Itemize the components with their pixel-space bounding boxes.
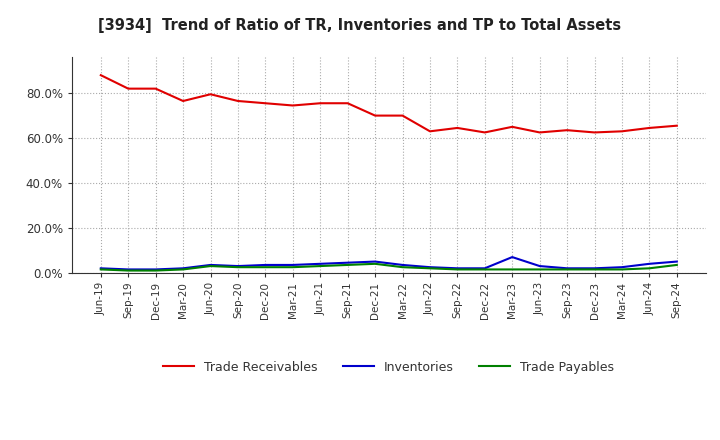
Trade Payables bbox=[672, 262, 681, 268]
Inventories bbox=[453, 266, 462, 271]
Inventories bbox=[645, 261, 654, 267]
Trade Payables bbox=[563, 267, 572, 272]
Trade Receivables bbox=[96, 73, 105, 78]
Inventories bbox=[426, 264, 434, 270]
Trade Receivables bbox=[645, 125, 654, 131]
Trade Payables bbox=[536, 267, 544, 272]
Trade Receivables bbox=[371, 113, 379, 118]
Trade Receivables bbox=[590, 130, 599, 135]
Trade Receivables bbox=[398, 113, 407, 118]
Trade Payables bbox=[508, 267, 516, 272]
Trade Receivables bbox=[618, 128, 626, 134]
Trade Receivables bbox=[206, 92, 215, 97]
Trade Payables bbox=[151, 268, 160, 273]
Trade Receivables bbox=[672, 123, 681, 128]
Line: Inventories: Inventories bbox=[101, 257, 677, 269]
Inventories bbox=[590, 266, 599, 271]
Trade Payables bbox=[124, 268, 132, 273]
Trade Payables bbox=[398, 264, 407, 270]
Inventories bbox=[151, 267, 160, 272]
Trade Receivables bbox=[233, 99, 242, 104]
Trade Payables bbox=[316, 264, 325, 269]
Line: Trade Receivables: Trade Receivables bbox=[101, 75, 677, 132]
Trade Payables bbox=[590, 267, 599, 272]
Trade Receivables bbox=[563, 128, 572, 133]
Inventories bbox=[124, 267, 132, 272]
Trade Payables bbox=[289, 264, 297, 270]
Inventories bbox=[371, 259, 379, 264]
Trade Receivables bbox=[124, 86, 132, 91]
Trade Payables bbox=[206, 264, 215, 269]
Trade Payables bbox=[96, 267, 105, 272]
Trade Payables bbox=[453, 267, 462, 272]
Inventories bbox=[508, 254, 516, 260]
Inventories bbox=[343, 260, 352, 265]
Trade Payables bbox=[261, 264, 270, 270]
Trade Receivables bbox=[151, 86, 160, 91]
Trade Payables bbox=[618, 267, 626, 272]
Inventories bbox=[480, 266, 489, 271]
Trade Payables bbox=[645, 266, 654, 271]
Trade Receivables bbox=[316, 101, 325, 106]
Text: [3934]  Trend of Ratio of TR, Inventories and TP to Total Assets: [3934] Trend of Ratio of TR, Inventories… bbox=[99, 18, 621, 33]
Inventories bbox=[563, 266, 572, 271]
Inventories bbox=[289, 262, 297, 268]
Inventories bbox=[398, 262, 407, 268]
Trade Receivables bbox=[343, 101, 352, 106]
Trade Receivables bbox=[426, 128, 434, 134]
Trade Payables bbox=[233, 264, 242, 270]
Trade Receivables bbox=[179, 99, 187, 104]
Trade Payables bbox=[426, 266, 434, 271]
Inventories bbox=[672, 259, 681, 264]
Inventories bbox=[536, 264, 544, 269]
Trade Receivables bbox=[261, 101, 270, 106]
Trade Receivables bbox=[536, 130, 544, 135]
Inventories bbox=[96, 266, 105, 271]
Trade Payables bbox=[179, 267, 187, 272]
Trade Receivables bbox=[480, 130, 489, 135]
Inventories bbox=[261, 262, 270, 268]
Legend: Trade Receivables, Inventories, Trade Payables: Trade Receivables, Inventories, Trade Pa… bbox=[158, 356, 619, 379]
Inventories bbox=[206, 262, 215, 268]
Trade Payables bbox=[480, 267, 489, 272]
Line: Trade Payables: Trade Payables bbox=[101, 264, 677, 271]
Trade Payables bbox=[371, 261, 379, 267]
Trade Receivables bbox=[508, 124, 516, 129]
Inventories bbox=[316, 261, 325, 267]
Inventories bbox=[179, 266, 187, 271]
Trade Receivables bbox=[453, 125, 462, 131]
Inventories bbox=[233, 264, 242, 269]
Inventories bbox=[618, 264, 626, 270]
Trade Receivables bbox=[289, 103, 297, 108]
Trade Payables bbox=[343, 262, 352, 268]
